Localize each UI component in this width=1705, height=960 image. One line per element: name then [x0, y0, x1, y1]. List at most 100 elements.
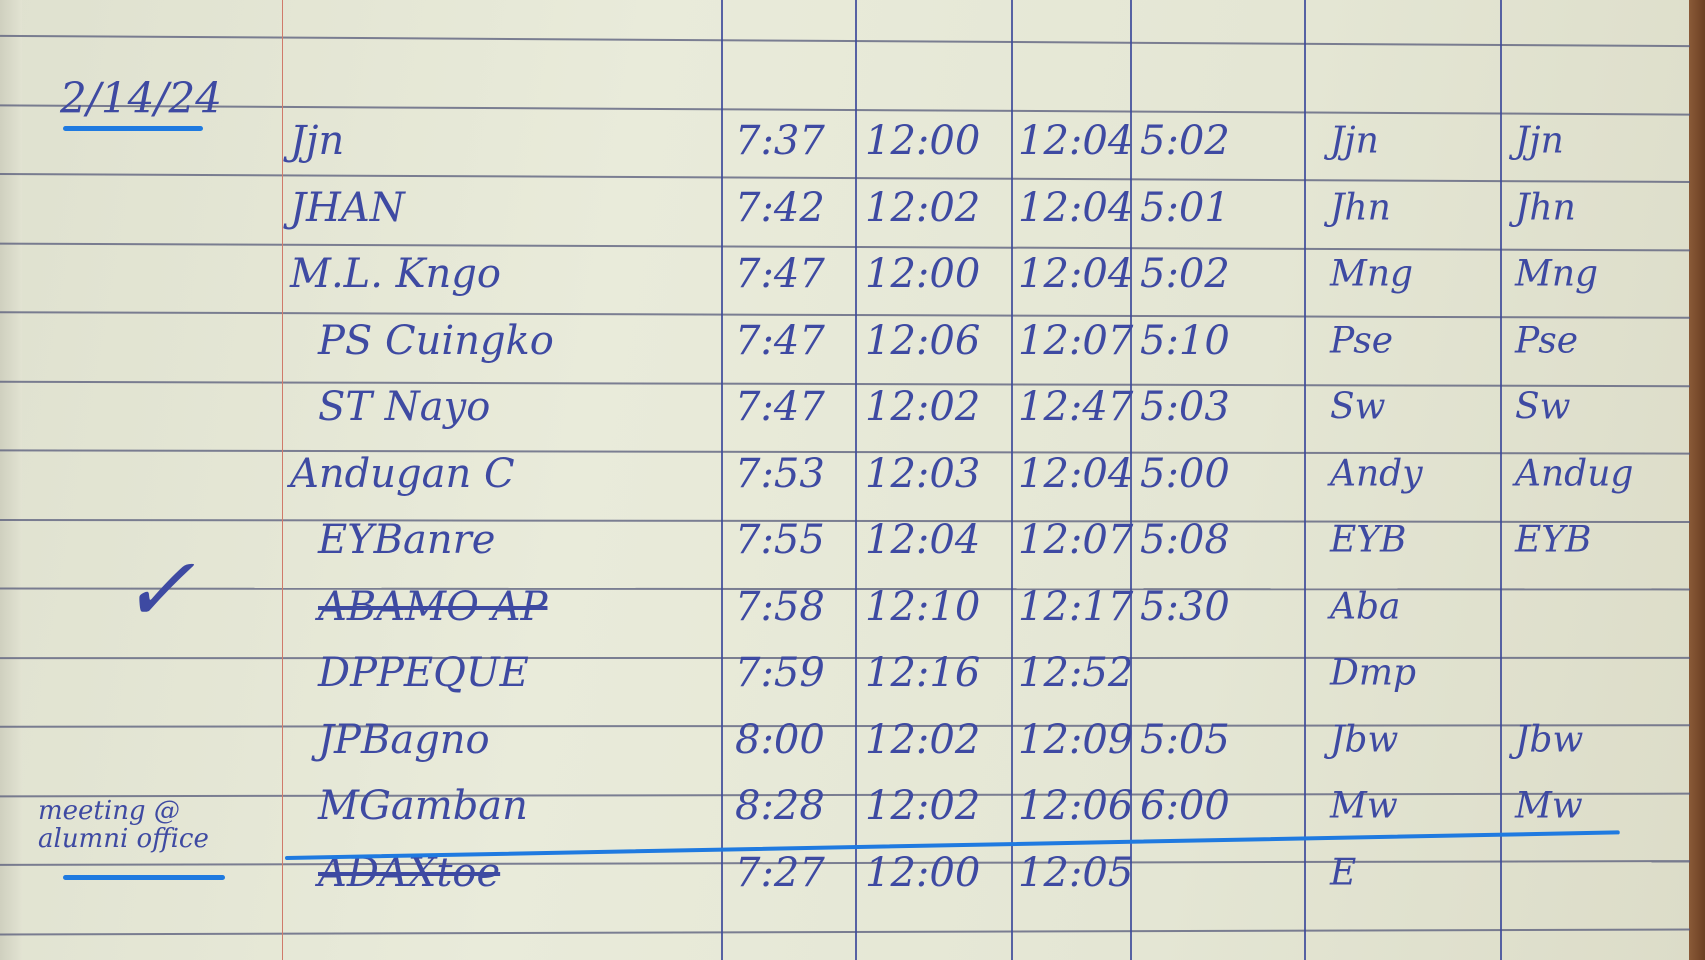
column-line [855, 0, 857, 960]
check-mark: ✓ [120, 537, 196, 643]
column-line [1304, 0, 1306, 960]
time-in-pm-cell: 12:07 [1018, 317, 1134, 364]
time-out-pm-cell: 5:05 [1140, 716, 1230, 763]
signature-cell: EYB [1515, 519, 1592, 561]
time-in-pm-cell: 12:07 [1018, 517, 1134, 563]
ruled-line [0, 587, 1691, 591]
name-cell: Jjn [290, 118, 345, 164]
entry-date: 2/14/24 [60, 73, 222, 123]
time-out-pm-cell: 5:10 [1140, 317, 1230, 364]
name-cell: MGamban [318, 783, 528, 829]
ruled-line [0, 380, 1690, 387]
time-out-pm-cell: 5:08 [1140, 517, 1230, 563]
name-cell: Andugan C [290, 450, 515, 497]
time-out-am-cell: 12:16 [865, 650, 981, 696]
time-in-pm-cell: 12:17 [1018, 583, 1134, 630]
signature-cell: Jjn [1330, 120, 1379, 162]
name-cell: M.L. Kngo [290, 251, 501, 297]
name-cell: JPBagno [318, 716, 490, 763]
name-cell: ABAMO AP [318, 583, 548, 630]
time-out-am-cell: 12:02 [865, 783, 981, 829]
time-out-am-cell: 12:00 [865, 251, 981, 297]
time-out-am-cell: 12:00 [865, 849, 981, 896]
time-in-am-cell: 8:00 [735, 716, 825, 763]
time-in-am-cell: 7:37 [735, 118, 825, 164]
time-in-am-cell: 7:53 [735, 450, 825, 497]
signature-cell: Mng [1330, 253, 1414, 295]
time-in-pm-cell: 12:09 [1018, 716, 1134, 763]
time-out-am-cell: 12:06 [865, 317, 981, 364]
signature-cell: Sw [1330, 386, 1386, 428]
margin-note: meeting @ alumni office [38, 796, 209, 854]
time-in-am-cell: 8:28 [735, 783, 825, 829]
signature-cell: Andy [1330, 453, 1423, 494]
time-in-am-cell: 7:47 [735, 251, 825, 297]
time-out-am-cell: 12:02 [865, 184, 981, 231]
signature-cell: E [1330, 852, 1357, 893]
signature-cell: Jbw [1330, 719, 1399, 760]
time-in-am-cell: 7:47 [735, 317, 825, 364]
signature-cell: Pse [1330, 320, 1394, 361]
time-in-am-cell: 7:58 [735, 583, 825, 630]
name-cell: PS Cuingko [318, 317, 554, 364]
name-cell: ST Nayo [318, 384, 491, 430]
name-cell: DPPEQUE [318, 650, 529, 696]
time-in-am-cell: 7:55 [735, 517, 825, 563]
column-line [1130, 0, 1132, 960]
signature-cell: Jhn [1515, 187, 1576, 228]
signature-cell: Jjn [1515, 120, 1564, 162]
time-out-pm-cell: 5:03 [1140, 384, 1230, 430]
ruled-line [0, 34, 1690, 48]
time-in-pm-cell: 12:52 [1018, 650, 1134, 696]
ruled-line [0, 927, 1690, 936]
time-out-pm-cell: 5:02 [1140, 118, 1230, 164]
ruled-line [0, 449, 1691, 455]
time-in-pm-cell: 12:05 [1018, 849, 1134, 896]
column-line [721, 0, 723, 960]
time-out-pm-cell: 5:00 [1140, 450, 1230, 497]
time-in-am-cell: 7:42 [735, 184, 825, 231]
time-out-pm-cell: 5:01 [1140, 184, 1230, 231]
ruled-line [0, 518, 1691, 523]
ruled-line [0, 656, 1691, 659]
time-in-pm-cell: 12:04 [1018, 184, 1134, 231]
signature-cell: Mng [1515, 253, 1599, 295]
ruled-line [0, 173, 1690, 183]
ruled-line [0, 860, 1691, 866]
note-highlight [63, 875, 225, 880]
signature-cell: Mw [1330, 785, 1398, 827]
time-in-am-cell: 7:59 [735, 650, 825, 696]
time-out-am-cell: 12:10 [865, 583, 981, 630]
signature-cell: Jbw [1515, 719, 1584, 760]
signature-cell: Dmp [1330, 652, 1417, 694]
date-highlight [63, 126, 203, 131]
time-in-pm-cell: 12:47 [1018, 384, 1134, 430]
time-in-pm-cell: 12:04 [1018, 251, 1134, 297]
name-cell: JHAN [290, 184, 405, 231]
ruled-line [0, 242, 1690, 251]
page-left-edge [0, 0, 22, 960]
signature-cell: Andug [1515, 453, 1634, 494]
signature-cell: Jhn [1330, 187, 1391, 228]
time-out-am-cell: 12:03 [865, 450, 981, 497]
column-line [1500, 0, 1502, 960]
ruled-line [0, 724, 1691, 728]
time-in-pm-cell: 12:04 [1018, 450, 1134, 497]
time-out-pm-cell: 5:02 [1140, 251, 1230, 297]
name-cell: EYBanre [318, 517, 496, 563]
signature-cell: Sw [1515, 386, 1571, 428]
signature-cell: EYB [1330, 519, 1407, 561]
time-in-am-cell: 7:47 [735, 384, 825, 430]
time-out-pm-cell: 6:00 [1140, 783, 1230, 829]
time-out-am-cell: 12:02 [865, 716, 981, 763]
time-out-pm-cell: 5:30 [1140, 583, 1230, 630]
ruled-line [0, 311, 1690, 319]
time-in-pm-cell: 12:04 [1018, 118, 1134, 164]
time-out-am-cell: 12:04 [865, 517, 981, 563]
signature-cell: Pse [1515, 320, 1579, 361]
ruled-line [0, 103, 1690, 116]
red-margin-line [282, 0, 283, 960]
time-out-am-cell: 12:00 [865, 118, 981, 164]
signature-cell: Mw [1515, 785, 1583, 827]
table-surface-edge [1689, 0, 1705, 960]
